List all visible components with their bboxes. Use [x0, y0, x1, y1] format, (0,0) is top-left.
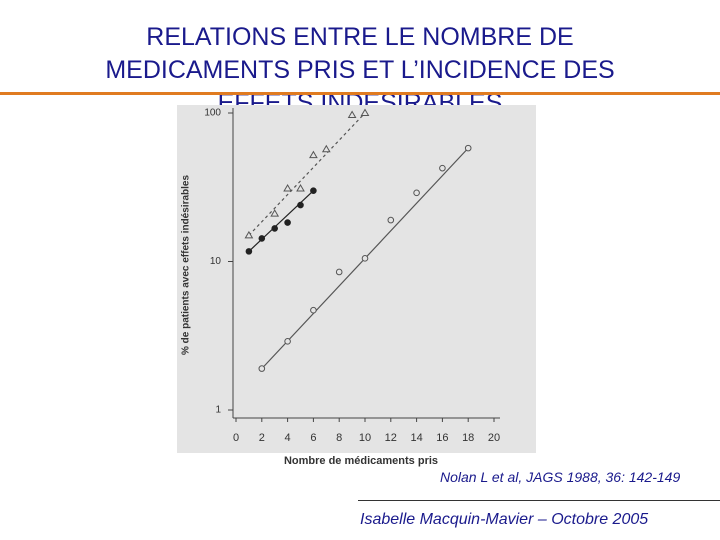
point — [283, 184, 292, 192]
x-tick-label: 4 — [285, 432, 291, 444]
point — [361, 255, 369, 262]
title-line: MEDICAMENTS PRIS ET L’INCIDENCE DES — [105, 56, 615, 84]
fit-line — [248, 112, 366, 236]
point — [310, 187, 317, 194]
x-tick-label: 12 — [385, 432, 397, 444]
point — [347, 110, 357, 118]
x-tick-label: 18 — [462, 432, 474, 444]
point — [360, 108, 370, 116]
point — [464, 144, 472, 152]
citation: Nolan L et al, JAGS 1988, 36: 142-149 — [440, 469, 681, 485]
point — [296, 184, 305, 192]
footer-rule — [358, 500, 720, 501]
x-tick-label: 8 — [336, 432, 342, 444]
x-tick-label: 16 — [436, 432, 448, 444]
title-rule — [0, 92, 720, 95]
point — [413, 189, 420, 197]
point — [310, 306, 317, 314]
x-tick-label: 10 — [359, 432, 371, 444]
x-tick-label: 2 — [259, 432, 265, 444]
y-tick-label: 10 — [210, 256, 222, 267]
point — [439, 164, 446, 172]
point — [387, 216, 395, 224]
point — [244, 230, 254, 239]
point — [245, 248, 253, 255]
fit-line — [248, 190, 314, 252]
footer: Isabelle Macquin-Mavier – Octobre 2005 — [360, 511, 649, 528]
point — [271, 225, 279, 232]
title-line: RELATIONS ENTRE LE NOMBRE DE — [146, 23, 574, 51]
point — [335, 268, 343, 276]
point — [258, 235, 266, 242]
x-axis-label: Nombre de médicaments pris — [284, 455, 438, 467]
point — [284, 219, 291, 226]
x-tick-label: 20 — [488, 432, 500, 444]
point — [321, 144, 331, 153]
x-tick-label: 0 — [233, 432, 239, 444]
chart-background — [177, 105, 536, 453]
point — [309, 150, 318, 159]
x-tick-label: 14 — [410, 432, 422, 444]
y-axis-label: % de patients avec effets indésirables — [181, 175, 192, 356]
point — [270, 209, 280, 217]
point — [258, 365, 266, 372]
point — [284, 338, 291, 345]
point — [297, 201, 304, 209]
x-tick-label: 6 — [310, 432, 316, 444]
y-tick-label: 1 — [215, 405, 221, 416]
y-tick-label: 100 — [204, 108, 221, 119]
